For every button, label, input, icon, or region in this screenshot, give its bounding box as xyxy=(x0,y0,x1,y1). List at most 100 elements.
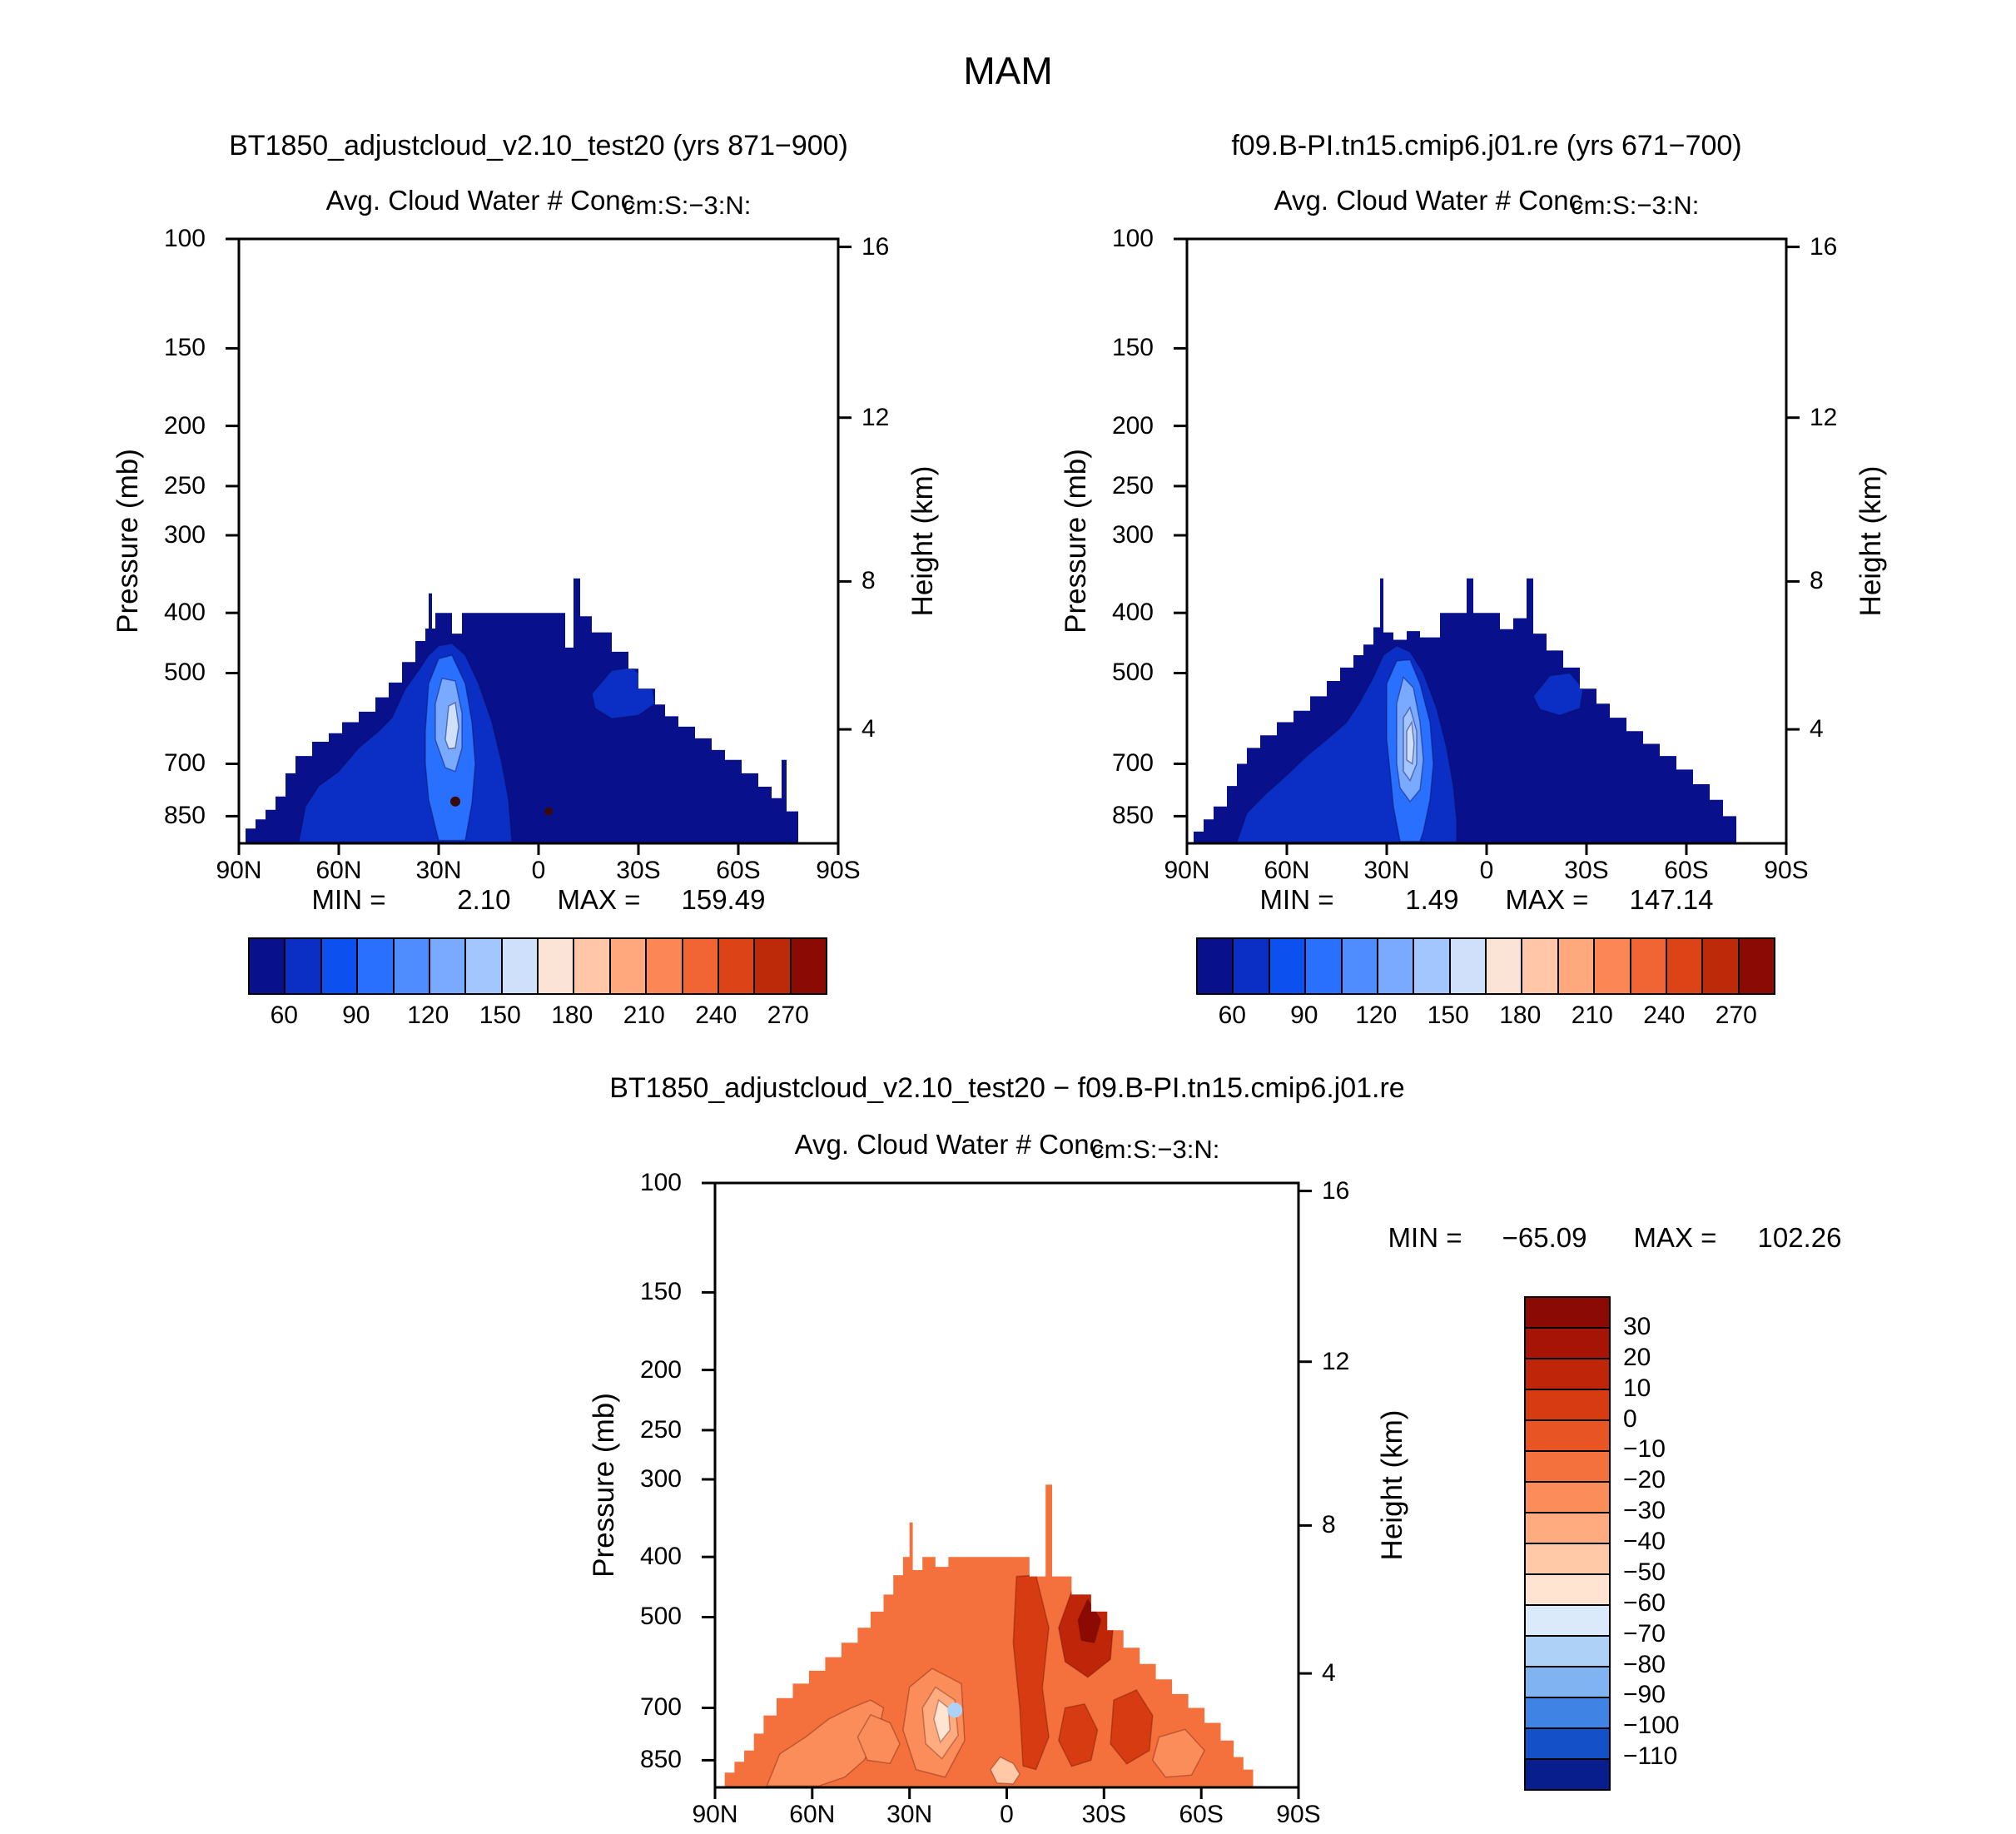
colorbar-tick-label: −110 xyxy=(1623,1742,1678,1771)
colorbar-cell xyxy=(681,939,718,993)
colorbar-cell xyxy=(1526,1450,1609,1481)
colorbar-cell xyxy=(428,939,465,993)
colorbar-cell xyxy=(284,939,320,993)
pressure-tick-label: 150 xyxy=(163,334,206,362)
colorbar-tick-label: 210 xyxy=(1571,1001,1613,1029)
colorbar-cell xyxy=(1413,939,1449,993)
colorbar-tick-label: 180 xyxy=(1499,1001,1542,1029)
latitude-tick-label: 30S xyxy=(1081,1801,1127,1828)
pressure-tick-label: 300 xyxy=(1111,520,1154,549)
panel2-min-value: 1.49 xyxy=(1405,884,1459,915)
colorbar-tick-label: 150 xyxy=(1427,1001,1469,1029)
panel1-min-value: 2.10 xyxy=(457,884,511,915)
height-tick-label: 16 xyxy=(862,232,890,261)
colorbar-cell xyxy=(1737,939,1774,993)
colorbar-cell xyxy=(1448,939,1485,993)
colorbar-cell xyxy=(464,939,501,993)
colorbar xyxy=(248,937,827,995)
colorbar-tick-label: 240 xyxy=(695,1001,737,1029)
panel1-contour-plot xyxy=(226,237,852,855)
pressure-tick-label: 700 xyxy=(1111,749,1154,778)
colorbar-tick-label: −70 xyxy=(1623,1619,1666,1648)
axis-ticks xyxy=(702,1181,1312,1799)
panel3-field-title: Avg. Cloud Water # Conc xyxy=(794,1129,1104,1160)
pressure-tick-label: 850 xyxy=(1111,802,1154,830)
panel3-subtitle-row: Avg. Cloud Water # Conc cm:S:−3:N: xyxy=(425,1129,1590,1164)
panel1-max-value: 159.49 xyxy=(681,884,766,915)
pressure-tick-label: 250 xyxy=(163,471,206,500)
panel3-units-label: cm:S:−3:N: xyxy=(1091,1135,1220,1164)
latitude-tick-label: 30N xyxy=(1363,857,1410,884)
colorbar-tick-label: 240 xyxy=(1643,1001,1686,1029)
colorbar-cell xyxy=(1526,1512,1609,1543)
pressure-tick-label: 500 xyxy=(1111,659,1154,687)
colorbar xyxy=(1196,937,1775,995)
height-tick-label: 16 xyxy=(1322,1176,1350,1205)
colorbar-cell xyxy=(1526,1327,1609,1358)
colorbar-tick-label: 90 xyxy=(342,1001,370,1029)
pressure-tick-label: 200 xyxy=(639,1355,682,1384)
colorbar-tick-label: 60 xyxy=(1218,1001,1246,1029)
contour-region xyxy=(444,701,459,750)
panel2-units-label: cm:S:−3:N: xyxy=(1571,191,1700,220)
colorbar-cell xyxy=(1268,939,1305,993)
colorbar-cell xyxy=(1526,1298,1609,1327)
height-tick-label: 16 xyxy=(1810,232,1838,261)
contour-region xyxy=(990,1756,1020,1785)
colorbar-tick-label: 0 xyxy=(1623,1404,1637,1433)
colorbar-tick-label: −80 xyxy=(1623,1650,1666,1678)
pressure-tick-label: 850 xyxy=(639,1746,682,1774)
contour-region xyxy=(1077,1598,1102,1644)
colorbar-cell xyxy=(356,939,393,993)
panel3-max-label: MAX = xyxy=(1633,1222,1717,1253)
colorbar-cell xyxy=(500,939,537,993)
height-tick-label: 4 xyxy=(1810,715,1824,743)
latitude-tick-label: 60N xyxy=(315,857,362,884)
height-tick-label: 12 xyxy=(1322,1347,1350,1375)
colorbar-cell xyxy=(1526,1543,1609,1573)
height-tick-label: 12 xyxy=(1810,403,1838,431)
colorbar-tick-label: 210 xyxy=(623,1001,665,1029)
latitude-tick-label: 60S xyxy=(716,857,761,884)
colorbar-cell xyxy=(608,939,646,993)
colorbar-tick-label: −90 xyxy=(1623,1681,1666,1709)
colorbar-tick-label: −30 xyxy=(1623,1497,1666,1525)
axis-ticks xyxy=(1174,237,1800,855)
colorbar-cell xyxy=(645,939,682,993)
colorbar xyxy=(1524,1296,1611,1791)
latitude-tick-label: 0 xyxy=(1000,1801,1014,1828)
colorbar-tick-label: 60 xyxy=(270,1001,298,1029)
panel2-case-title: f09.B-PI.tn15.cmip6.j01.re (yrs 671−700) xyxy=(1231,130,1742,162)
colorbar-cell xyxy=(1232,939,1269,993)
latitude-tick-label: 90N xyxy=(692,1801,738,1828)
colorbar-cell xyxy=(392,939,429,993)
colorbar-cell xyxy=(573,939,609,993)
panel3-stats: MIN = −65.09 MAX = 102.26 xyxy=(1365,1222,1865,1254)
colorbar-cell xyxy=(250,939,285,993)
colorbar-cell xyxy=(1526,1697,1609,1727)
colorbar-cell xyxy=(1521,939,1557,993)
colorbar-tick-label: 90 xyxy=(1290,1001,1318,1029)
colorbar-tick-label: 180 xyxy=(551,1001,593,1029)
panel2-max-label: MAX = xyxy=(1505,884,1589,915)
pressure-tick-label: 250 xyxy=(1111,471,1154,500)
latitude-tick-label: 90S xyxy=(1764,857,1809,884)
colorbar-tick-label: 270 xyxy=(767,1001,809,1029)
pressure-tick-label: 700 xyxy=(639,1693,682,1722)
latitude-tick-label: 60S xyxy=(1179,1801,1224,1828)
page-title: MAM xyxy=(963,49,1053,92)
height-tick-label: 8 xyxy=(1322,1511,1336,1539)
colorbar-cell xyxy=(1526,1358,1609,1389)
colorbar-cell xyxy=(1593,939,1630,993)
pressure-tick-label: 500 xyxy=(163,659,206,687)
colorbar-tick-label: 270 xyxy=(1715,1001,1757,1029)
latitude-tick-label: 90N xyxy=(1164,857,1210,884)
height-tick-label: 8 xyxy=(1810,567,1824,595)
colorbar-cell xyxy=(1304,939,1341,993)
panel2-min-label: MIN = xyxy=(1259,884,1334,915)
colorbar-cell xyxy=(1665,939,1702,993)
pressure-tick-label: 700 xyxy=(163,749,206,778)
contour-region xyxy=(1058,1702,1099,1767)
panel1-max-label: MAX = xyxy=(557,884,641,915)
